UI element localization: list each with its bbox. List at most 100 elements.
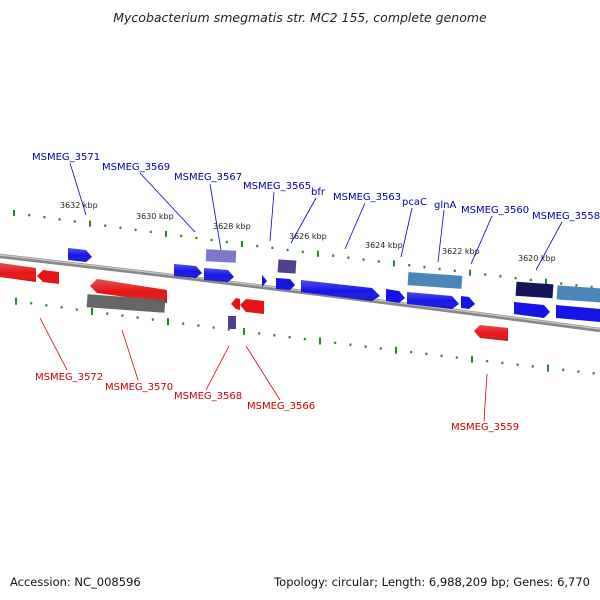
minor-tick bbox=[408, 264, 411, 267]
minor-tick bbox=[453, 269, 456, 272]
forward-labels: MSMEG_3571 MSMEG_3569 MSMEG_3567 MSMEG_3… bbox=[32, 152, 600, 222]
gene-forward[interactable] bbox=[262, 275, 267, 287]
gene-forward[interactable] bbox=[386, 289, 405, 303]
minor-tick bbox=[529, 278, 532, 282]
gene-label[interactable]: MSMEG_3560 bbox=[461, 205, 529, 216]
scale-label: 3628 kbp bbox=[213, 222, 251, 231]
minor-tick bbox=[136, 316, 139, 319]
gene-forward[interactable] bbox=[556, 305, 600, 322]
gene-forward[interactable] bbox=[204, 268, 234, 282]
map-title: Mycobacterium smegmatis str. MC2 155, co… bbox=[113, 10, 487, 25]
minor-tick bbox=[210, 238, 213, 242]
minor-tick bbox=[303, 337, 306, 341]
minor-tick bbox=[438, 267, 441, 271]
gene-label[interactable]: MSMEG_3570 bbox=[105, 382, 173, 393]
gene-reverse[interactable] bbox=[240, 299, 264, 314]
scale-label: 3622 kbp bbox=[442, 247, 480, 256]
gene-forward-feature[interactable] bbox=[515, 281, 554, 299]
genome-backbone-highlight bbox=[0, 254, 600, 330]
inner-tick-row bbox=[15, 297, 595, 375]
gene-reverse[interactable] bbox=[231, 298, 240, 310]
gene-label[interactable]: MSMEG_3563 bbox=[333, 192, 401, 203]
minor-tick bbox=[440, 354, 443, 357]
major-tick bbox=[469, 269, 471, 276]
gene-label[interactable]: glnA bbox=[434, 200, 456, 211]
gene-forward[interactable] bbox=[174, 264, 202, 278]
minor-tick bbox=[410, 350, 413, 354]
scale-label: 3620 kbp bbox=[518, 254, 556, 263]
minor-tick bbox=[516, 363, 519, 366]
minor-tick bbox=[104, 224, 107, 227]
minor-tick bbox=[379, 347, 382, 350]
scale-label: 3624 kbp bbox=[365, 241, 403, 250]
gene-label[interactable]: MSMEG_3569 bbox=[102, 162, 170, 173]
minor-tick bbox=[423, 265, 426, 269]
gene-forward[interactable] bbox=[68, 248, 92, 262]
gene-forward[interactable] bbox=[461, 296, 475, 309]
minor-tick bbox=[501, 361, 504, 365]
minor-tick bbox=[288, 336, 291, 339]
minor-tick bbox=[60, 306, 63, 309]
outer-tick-row bbox=[13, 210, 593, 289]
minor-tick bbox=[182, 322, 185, 325]
gene-reverse-feature[interactable] bbox=[228, 316, 236, 329]
major-tick bbox=[167, 318, 169, 326]
minor-tick bbox=[258, 332, 261, 335]
major-tick bbox=[545, 278, 547, 285]
gene-label[interactable]: MSMEG_3571 bbox=[32, 152, 100, 163]
minor-tick bbox=[151, 318, 154, 321]
minor-tick bbox=[560, 282, 563, 285]
gene-label[interactable]: MSMEG_3558 bbox=[532, 211, 600, 222]
gene-forward-feature[interactable] bbox=[407, 272, 463, 289]
gene-reverse[interactable] bbox=[0, 263, 36, 282]
major-tick bbox=[243, 327, 245, 335]
minor-tick bbox=[425, 352, 428, 356]
minor-tick bbox=[149, 230, 152, 234]
gene-label[interactable]: MSMEG_3566 bbox=[247, 401, 315, 412]
minor-tick bbox=[286, 248, 289, 252]
major-tick bbox=[13, 210, 15, 216]
major-tick bbox=[317, 250, 319, 257]
minor-tick bbox=[195, 236, 198, 240]
minor-tick bbox=[119, 226, 122, 229]
gene-reverse[interactable] bbox=[474, 325, 508, 341]
minor-tick bbox=[349, 343, 352, 346]
scale-label: 3632 kbp bbox=[60, 201, 98, 210]
gene-forward[interactable] bbox=[514, 302, 550, 318]
minor-tick bbox=[43, 216, 46, 219]
major-tick bbox=[91, 308, 93, 315]
gene-forward-feature[interactable] bbox=[556, 285, 600, 303]
minor-tick bbox=[197, 324, 200, 327]
gene-label[interactable]: MSMEG_3567 bbox=[174, 172, 242, 183]
minor-tick bbox=[106, 312, 109, 315]
gene-label[interactable]: pcaC bbox=[402, 197, 427, 208]
gene-forward-feature[interactable] bbox=[205, 249, 237, 263]
major-tick bbox=[241, 241, 243, 247]
gene-forward[interactable] bbox=[276, 278, 295, 290]
gene-label[interactable]: MSMEG_3572 bbox=[35, 372, 103, 383]
minor-tick bbox=[562, 368, 565, 372]
gene-label[interactable]: MSMEG_3565 bbox=[243, 181, 311, 192]
forward-connectors bbox=[69, 162, 563, 271]
minor-tick bbox=[590, 285, 593, 289]
minor-tick bbox=[577, 370, 580, 373]
accession-text: Accession: NC_008596 bbox=[10, 575, 141, 589]
minor-tick bbox=[332, 254, 335, 257]
gene-label[interactable]: MSMEG_3559 bbox=[451, 422, 519, 433]
minor-tick bbox=[455, 356, 458, 359]
minor-tick bbox=[347, 256, 350, 259]
minor-tick bbox=[121, 314, 124, 317]
minor-tick bbox=[364, 345, 367, 348]
minor-tick bbox=[225, 240, 228, 244]
gene-reverse[interactable] bbox=[37, 270, 59, 284]
minor-tick bbox=[256, 244, 259, 248]
major-tick bbox=[471, 355, 473, 363]
major-tick bbox=[547, 364, 549, 372]
gene-label[interactable]: bfr bbox=[311, 187, 326, 198]
gene-label[interactable]: MSMEG_3568 bbox=[174, 391, 242, 402]
minor-tick bbox=[58, 218, 61, 221]
scale-labels: 3632 kbp 3630 kbp 3628 kbp 3626 kbp 3624… bbox=[60, 201, 556, 263]
gene-forward-feature[interactable] bbox=[277, 259, 297, 274]
minor-tick bbox=[134, 228, 137, 231]
minor-tick bbox=[30, 302, 33, 305]
